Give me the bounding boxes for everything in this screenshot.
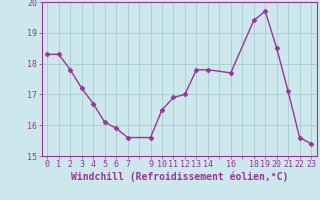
X-axis label: Windchill (Refroidissement éolien,°C): Windchill (Refroidissement éolien,°C) xyxy=(70,172,288,182)
